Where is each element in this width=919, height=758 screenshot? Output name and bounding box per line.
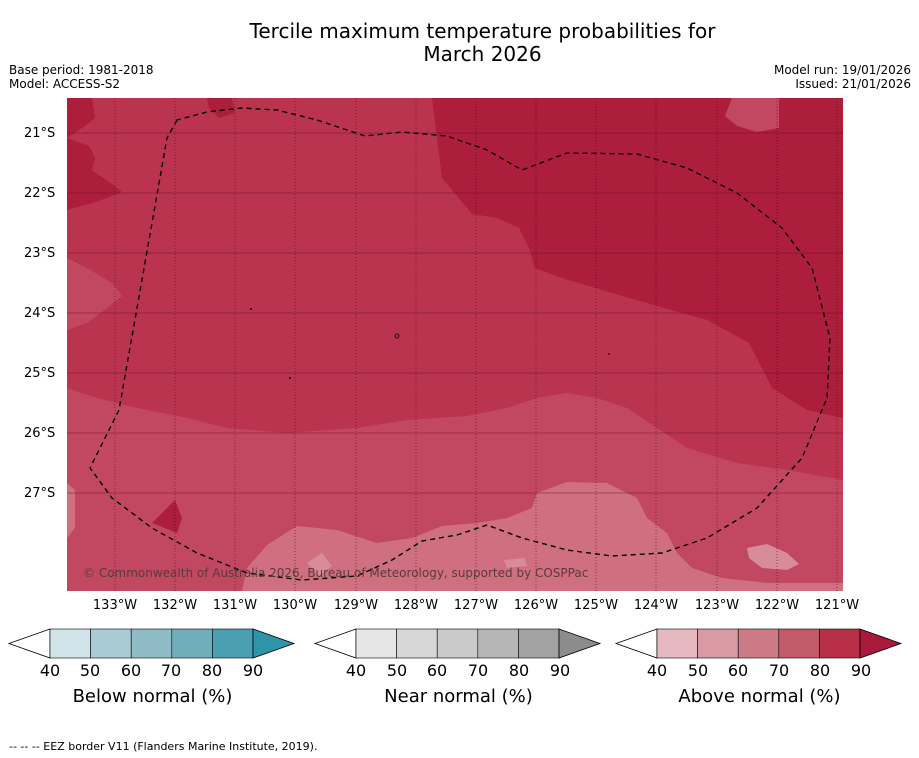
probability-map — [67, 98, 843, 591]
region-90-nw-top — [67, 98, 95, 138]
colorbar-extend-high — [252, 628, 296, 659]
lon-label: 132°W — [152, 598, 198, 613]
colorbar-segment — [819, 628, 861, 659]
cb-above-tick: 90 — [850, 661, 872, 680]
title-line-1: Tercile maximum temperature probabilitie… — [249, 19, 716, 43]
cb-near-tick: 70 — [467, 661, 489, 680]
colorbar-extend-low — [7, 628, 51, 659]
lon-label: 133°W — [92, 598, 138, 613]
cb-near-tick: 50 — [386, 661, 408, 680]
colorbar-extend-low — [614, 628, 658, 659]
colorbar-segment — [778, 628, 820, 659]
lon-label: 126°W — [513, 598, 559, 613]
cb-near-tick: 90 — [549, 661, 571, 680]
footnote: -- -- -- EEZ border V11 (Flanders Marine… — [9, 740, 318, 753]
lat-label: 25°S — [24, 366, 56, 381]
colorbar-extend-high — [558, 628, 602, 659]
colorbar-segment — [49, 628, 91, 659]
meta-right: Model run: 19/01/2026 Issued: 21/01/2026 — [774, 63, 911, 91]
cb-below-title: Below normal (%) — [72, 686, 233, 707]
eez-border — [89, 107, 831, 581]
lat-label: 24°S — [24, 306, 56, 321]
lon-label: 125°W — [573, 598, 619, 613]
region-50-se — [747, 544, 799, 570]
colorbar-segment — [171, 628, 213, 659]
base-period: Base period: 1981-2018 — [9, 63, 154, 77]
cb-below-tick: 50 — [79, 661, 101, 680]
colorbar-extend-low — [313, 628, 357, 659]
colorbar-above — [614, 628, 903, 659]
colorbar-segment — [436, 628, 479, 659]
region-70-top — [725, 98, 779, 132]
island — [394, 333, 400, 339]
lon-label: 123°W — [694, 598, 740, 613]
lon-label: 128°W — [393, 598, 439, 613]
cb-above-tick: 40 — [646, 661, 668, 680]
region-90-nw — [67, 138, 122, 210]
model-name: Model: ACCESS-S2 — [9, 77, 121, 91]
lon-label: 127°W — [453, 598, 499, 613]
region-90-sw — [152, 500, 182, 533]
colorbar-segment — [90, 628, 132, 659]
colorbar-near — [313, 628, 602, 659]
cb-above-tick: 60 — [727, 661, 749, 680]
region-50-s2 — [504, 558, 527, 568]
colorbar-segment — [697, 628, 739, 659]
cb-above-tick: 50 — [687, 661, 709, 680]
colorbar-segment — [737, 628, 780, 659]
title-line-2: March 2026 — [423, 42, 542, 66]
colorbar-segment — [518, 628, 560, 659]
cb-above-tick: 80 — [809, 661, 831, 680]
lat-label: 27°S — [24, 486, 56, 501]
cb-near-tick: 80 — [508, 661, 530, 680]
issued-date: Issued: 21/01/2026 — [795, 77, 911, 91]
lon-label: 124°W — [633, 598, 679, 613]
lon-label: 129°W — [333, 598, 379, 613]
colorbar-segment — [212, 628, 254, 659]
copyright-text: © Commonwealth of Australia 2026, Bureau… — [83, 566, 589, 580]
region-90-top — [207, 98, 235, 118]
colorbar-segment — [477, 628, 519, 659]
lat-label: 21°S — [24, 126, 56, 141]
colorbar-segment — [656, 628, 698, 659]
cb-above-title: Above normal (%) — [678, 686, 841, 707]
colorbar-below — [7, 628, 296, 659]
cb-below-tick: 60 — [120, 661, 142, 680]
cb-near-title: Near normal (%) — [384, 686, 533, 707]
island — [250, 308, 252, 310]
region-60-west — [67, 483, 75, 538]
colorbar-extend-high — [859, 628, 903, 659]
model-run: Model run: 19/01/2026 — [773, 63, 911, 77]
meta-left: Base period: 1981-2018 Model: ACCESS-S2 — [9, 63, 154, 91]
lon-label: 131°W — [212, 598, 258, 613]
colorbar-segment — [355, 628, 397, 659]
region-50-s1 — [307, 553, 332, 576]
island — [608, 353, 610, 355]
region-90-ne — [432, 98, 843, 418]
region-60-south — [242, 482, 843, 591]
cb-below-tick: 70 — [160, 661, 182, 680]
chart-title: Tercile maximum temperature probabilitie… — [0, 20, 919, 66]
region-70-west — [67, 258, 122, 330]
cb-near-tick: 60 — [426, 661, 448, 680]
graticule — [67, 132, 843, 494]
cb-above-tick: 70 — [768, 661, 790, 680]
lat-label: 23°S — [24, 246, 56, 261]
lat-label: 22°S — [24, 186, 56, 201]
cb-below-tick: 40 — [39, 661, 61, 680]
lon-label: 121°W — [814, 598, 860, 613]
cb-below-tick: 80 — [201, 661, 223, 680]
island — [289, 377, 291, 379]
colorbar-segment — [130, 628, 173, 659]
lat-label: 26°S — [24, 426, 56, 441]
lon-label: 130°W — [272, 598, 318, 613]
colorbars — [7, 628, 903, 659]
cb-near-tick: 40 — [345, 661, 367, 680]
cb-below-tick: 90 — [242, 661, 264, 680]
colorbar-segment — [396, 628, 438, 659]
lon-label: 122°W — [754, 598, 800, 613]
graticule-lon — [114, 98, 838, 591]
